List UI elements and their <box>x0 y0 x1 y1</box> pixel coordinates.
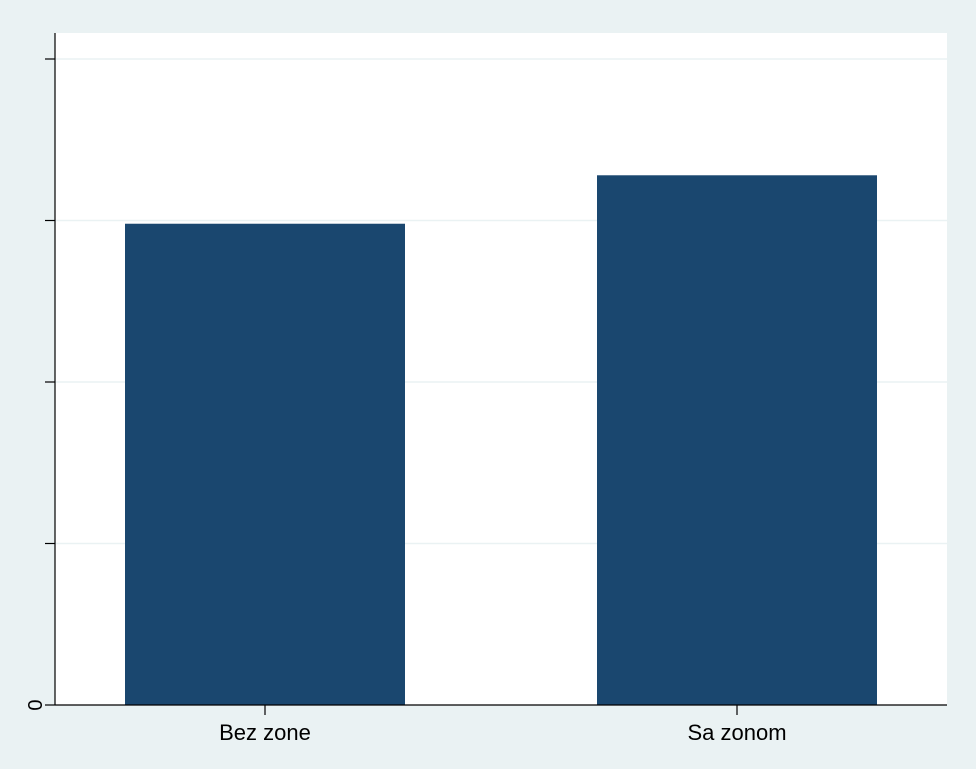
x-tick-label: Sa zonom <box>687 720 786 745</box>
bar <box>597 175 877 705</box>
x-tick-label: Bez zone <box>219 720 311 745</box>
bars <box>125 175 877 706</box>
axes <box>45 33 947 715</box>
labels: 0 Bez zone Sa zonom <box>25 699 787 745</box>
bar <box>125 223 405 706</box>
y-tick-label: 0 <box>25 699 47 710</box>
